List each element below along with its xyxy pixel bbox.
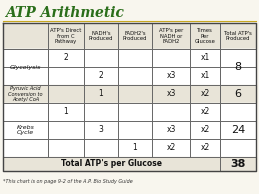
Polygon shape — [3, 49, 48, 85]
Polygon shape — [118, 103, 152, 121]
Polygon shape — [220, 157, 256, 171]
Text: ATP Arithmetic: ATP Arithmetic — [5, 6, 124, 20]
Polygon shape — [190, 103, 220, 121]
Polygon shape — [48, 139, 84, 157]
Polygon shape — [3, 23, 48, 49]
Text: x3: x3 — [166, 72, 176, 81]
Polygon shape — [220, 121, 256, 139]
Polygon shape — [48, 67, 84, 85]
Polygon shape — [152, 67, 190, 85]
Text: Times
Per
Glucose: Times Per Glucose — [195, 28, 215, 44]
Text: Glycolysis: Glycolysis — [10, 64, 41, 69]
Polygon shape — [152, 23, 190, 49]
Polygon shape — [220, 103, 256, 157]
Polygon shape — [220, 85, 256, 103]
Polygon shape — [220, 67, 256, 85]
Text: ATP's per
NADH or
FADH2: ATP's per NADH or FADH2 — [159, 28, 183, 44]
Polygon shape — [48, 85, 84, 103]
Text: NADH's
Produced: NADH's Produced — [89, 31, 113, 41]
Text: 2: 2 — [64, 54, 68, 62]
Polygon shape — [190, 85, 220, 103]
Text: x1: x1 — [200, 54, 210, 62]
Polygon shape — [118, 121, 152, 139]
Polygon shape — [84, 121, 118, 139]
Polygon shape — [118, 49, 152, 67]
Text: 1: 1 — [64, 107, 68, 117]
Text: 2: 2 — [99, 72, 103, 81]
Polygon shape — [220, 85, 256, 103]
Text: FADH2's
Produced: FADH2's Produced — [123, 31, 147, 41]
Polygon shape — [48, 23, 84, 49]
Polygon shape — [84, 139, 118, 157]
Polygon shape — [48, 121, 84, 139]
Text: *This chart is on page 9-2 of the A.P. Bio Study Guide: *This chart is on page 9-2 of the A.P. B… — [3, 179, 133, 184]
Text: Krebs
Cycle: Krebs Cycle — [17, 125, 34, 135]
Polygon shape — [84, 23, 118, 49]
Text: ATP's Direct
from C
Pathway: ATP's Direct from C Pathway — [50, 28, 82, 44]
Polygon shape — [220, 49, 256, 85]
Text: 1: 1 — [99, 89, 103, 99]
Polygon shape — [118, 85, 152, 103]
Polygon shape — [48, 49, 84, 67]
Polygon shape — [118, 139, 152, 157]
Polygon shape — [220, 103, 256, 121]
Polygon shape — [84, 85, 118, 103]
Text: 38: 38 — [230, 159, 246, 169]
Polygon shape — [118, 23, 152, 49]
Text: x2: x2 — [200, 144, 210, 152]
Polygon shape — [190, 67, 220, 85]
Polygon shape — [190, 139, 220, 157]
Text: x2: x2 — [200, 107, 210, 117]
Polygon shape — [3, 139, 48, 157]
Polygon shape — [3, 49, 48, 67]
Text: x2: x2 — [166, 144, 176, 152]
Polygon shape — [152, 121, 190, 139]
Polygon shape — [3, 157, 220, 171]
Polygon shape — [3, 67, 48, 85]
Polygon shape — [190, 23, 220, 49]
Text: Total ATP's
Produced: Total ATP's Produced — [224, 31, 252, 41]
Polygon shape — [152, 85, 190, 103]
Polygon shape — [48, 103, 84, 121]
Polygon shape — [190, 121, 220, 139]
Polygon shape — [3, 121, 48, 139]
Polygon shape — [84, 49, 118, 67]
Polygon shape — [190, 49, 220, 67]
Text: 1: 1 — [133, 144, 137, 152]
Text: x1: x1 — [200, 72, 210, 81]
Text: x3: x3 — [166, 126, 176, 134]
Polygon shape — [84, 103, 118, 121]
Polygon shape — [220, 23, 256, 49]
Text: x3: x3 — [166, 89, 176, 99]
Text: 3: 3 — [99, 126, 103, 134]
Text: 8: 8 — [234, 62, 242, 72]
Polygon shape — [152, 49, 190, 67]
Text: 24: 24 — [231, 125, 245, 135]
Polygon shape — [3, 103, 48, 157]
Text: Pyruvic Acid
Conversion to
Acetyl CoA: Pyruvic Acid Conversion to Acetyl CoA — [8, 86, 43, 102]
Text: 6: 6 — [234, 89, 241, 99]
Text: Total ATP's per Glucose: Total ATP's per Glucose — [61, 159, 162, 169]
Polygon shape — [152, 103, 190, 121]
Polygon shape — [220, 139, 256, 157]
Polygon shape — [84, 67, 118, 85]
Polygon shape — [3, 85, 48, 103]
Polygon shape — [118, 67, 152, 85]
Polygon shape — [3, 103, 48, 121]
Text: x2: x2 — [200, 126, 210, 134]
Polygon shape — [3, 85, 48, 103]
Text: x2: x2 — [200, 89, 210, 99]
Polygon shape — [152, 139, 190, 157]
Polygon shape — [220, 49, 256, 67]
